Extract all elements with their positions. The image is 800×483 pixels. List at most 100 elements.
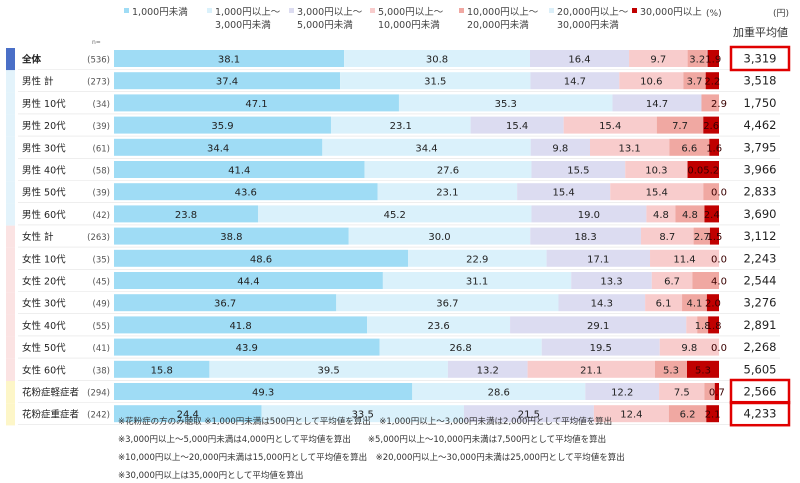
avg-highlight-box <box>729 400 791 427</box>
legend-label: 5,000円以上～ <box>378 7 444 18</box>
avg-value: 3,795 <box>744 140 777 154</box>
data-label: 44.4 <box>237 277 259 288</box>
bar-segment <box>408 249 547 267</box>
bar-segment <box>379 338 542 356</box>
data-label: 30.0 <box>428 232 450 243</box>
bar-segment <box>336 294 559 312</box>
row-n: (273) <box>87 78 110 88</box>
avg-value: 3,276 <box>744 296 777 310</box>
data-label: 14.3 <box>591 299 613 310</box>
footnote: ※3,000円以上～5,000円未満は4,000円として平均値を算出 ※5,00… <box>118 434 606 445</box>
bar-segment <box>640 227 694 245</box>
bar-segment <box>692 272 719 289</box>
group-strip <box>6 48 15 71</box>
data-label: 12.2 <box>611 388 633 399</box>
bar-segment <box>114 183 378 201</box>
bar-segment <box>114 161 365 178</box>
bar-segment <box>367 316 511 334</box>
data-label: 1.8 <box>695 321 711 332</box>
bar-segment <box>114 294 337 312</box>
data-label: 19.0 <box>578 210 600 221</box>
data-label: 11.4 <box>673 254 695 265</box>
legend-label-line2: 10,000円未満 <box>378 19 440 31</box>
data-label: 23.6 <box>427 321 449 332</box>
data-label: 16.4 <box>568 55 590 66</box>
row-n: (34) <box>93 100 110 110</box>
data-label: 43.9 <box>236 343 258 354</box>
data-label: 15.8 <box>151 365 173 376</box>
row-label: 花粉症軽症者 <box>22 387 79 399</box>
avg-value: 2,268 <box>744 340 777 354</box>
avg-value: 3,319 <box>744 52 777 66</box>
data-label: 12.4 <box>620 410 642 421</box>
data-label: 41.8 <box>229 321 251 332</box>
bar-segment <box>704 205 719 223</box>
legend-label: 3,000円以上～ <box>297 7 363 18</box>
bar-segment <box>470 116 564 134</box>
data-label: 6.2 <box>680 410 696 421</box>
bar-segment <box>646 205 676 223</box>
bar-segment <box>510 316 687 334</box>
group-strip <box>6 270 15 293</box>
data-label: 2.0 <box>705 299 721 310</box>
group-strip <box>6 92 15 115</box>
data-label: 23.8 <box>175 210 197 221</box>
bar-segment <box>693 227 710 245</box>
data-label: 4.8 <box>682 210 698 221</box>
group-strip <box>6 381 15 404</box>
bar-segment <box>330 116 471 134</box>
bar-segment <box>593 405 669 423</box>
row-n: (55) <box>93 322 110 332</box>
data-label: 35.3 <box>495 99 517 110</box>
data-label: 38.1 <box>218 55 240 66</box>
data-label: 0.0 <box>711 188 727 199</box>
bar-segment <box>563 116 657 134</box>
data-label: 0.0 <box>711 343 727 354</box>
group-strip <box>6 136 15 159</box>
bar-segment <box>531 161 626 178</box>
data-label: 1.9 <box>705 55 721 66</box>
bar-segment <box>114 50 345 67</box>
bar-segment <box>706 294 719 312</box>
bar-segment <box>668 405 707 423</box>
bar-segment <box>701 94 719 112</box>
row-label: 男性 40代 <box>22 165 66 177</box>
avg-value: 2,243 <box>744 251 777 265</box>
bar-segment <box>114 138 323 156</box>
row-label: 女性 60代 <box>22 364 66 376</box>
data-label: 47.1 <box>245 99 267 110</box>
data-label: 0.05.2 <box>687 166 719 177</box>
bar-segment <box>686 360 719 378</box>
data-label: 43.6 <box>235 188 257 199</box>
bar-segment <box>114 316 368 334</box>
group-strip <box>6 247 15 270</box>
avg-value: 2,891 <box>744 318 777 332</box>
bar-segment <box>114 338 380 356</box>
data-label: 1.6 <box>706 143 722 154</box>
data-label: 6.1 <box>656 299 672 310</box>
row-n: (35) <box>93 255 110 265</box>
group-strip <box>6 314 15 337</box>
data-label: 21.1 <box>580 365 602 376</box>
data-label: 1.8 <box>706 321 722 332</box>
row-label: 女性 30代 <box>22 298 66 310</box>
avg-value: 3,966 <box>744 163 777 177</box>
data-label: 29.1 <box>587 321 609 332</box>
data-label: 2.7 <box>694 232 710 243</box>
bar-segment <box>114 227 349 245</box>
bar-segment <box>650 249 719 267</box>
data-label: 23.1 <box>390 121 412 132</box>
data-label: 45.2 <box>384 210 406 221</box>
legend-label: 30,000円以上 <box>640 7 702 18</box>
bar-segment <box>546 249 651 267</box>
bar-segment <box>114 249 409 267</box>
group-strip <box>6 159 15 182</box>
data-label: 24.4 <box>177 410 199 421</box>
row-n: (42) <box>93 211 110 221</box>
bar-segment <box>348 227 531 245</box>
row-label: 女性 50代 <box>22 342 66 354</box>
row-label: 男性 20代 <box>22 120 66 132</box>
avg-value: 4,462 <box>744 118 777 132</box>
data-label: 15.4 <box>646 188 668 199</box>
legend-swatch <box>207 8 212 13</box>
